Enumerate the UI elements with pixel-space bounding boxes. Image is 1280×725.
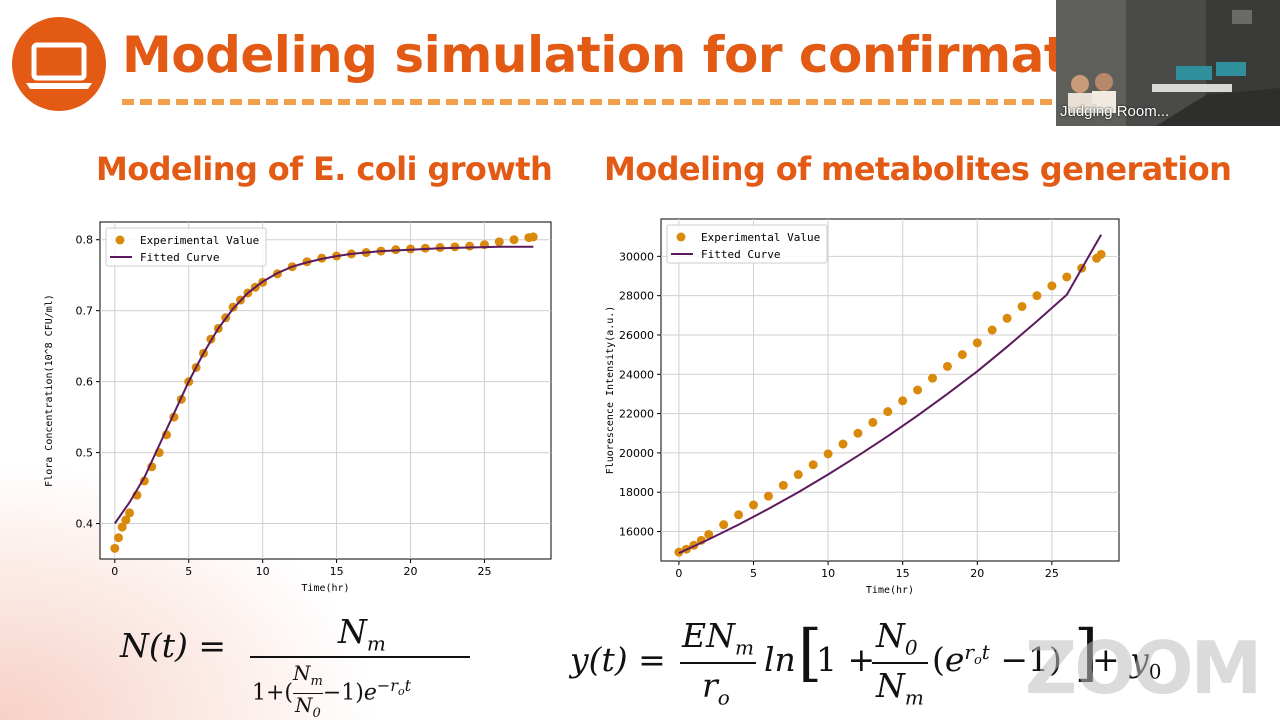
data-point [987,325,997,335]
data-point [898,396,908,406]
legend-marker [115,235,125,245]
data-point [1062,272,1072,282]
metabolite-equation: y(t) = ENm ro ln [ 1 + N0 Nm (erot −1) ]… [570,616,1162,710]
growth-equation: N(t) = Nm 1+(Nm N0 −1)e−rot [120,612,480,721]
fitted-curve-line [678,234,1102,555]
y-axis-label: Fluorescence Intensity(a.u.) [605,306,616,475]
y-tick-label: 16000 [619,526,654,539]
y-tick-label: 20000 [619,447,654,460]
data-point [972,338,982,348]
legend-marker [676,232,686,242]
y-tick-label: 0.4 [76,518,94,531]
data-point [883,407,893,417]
legend: Experimental Value Fitted Curve [105,227,267,267]
data-point [793,470,803,480]
x-tick-label: 25 [477,565,491,578]
x-tick-label: 25 [1045,567,1059,580]
legend: Experimental Value Fitted Curve [666,224,828,264]
data-point [704,529,714,539]
data-point [1047,281,1057,291]
data-point [117,522,127,532]
legend-label: Experimental Value [140,234,259,247]
slide-title: Modeling simulation for confirmati [122,26,1084,84]
data-point [121,515,131,525]
x-tick-label: 5 [185,565,192,578]
x-tick-label: 5 [750,567,757,580]
data-point [1002,313,1012,323]
data-point [509,235,519,245]
x-axis-label: Time(hr) [301,583,349,594]
data-point [838,439,848,449]
laptop-icon [12,17,106,111]
video-feed-image [1056,0,1280,126]
data-point [913,385,923,395]
y-tick-label: 24000 [619,368,654,381]
fitted-curve-line [113,245,534,525]
y-tick-label: 26000 [619,329,654,342]
data-point [823,449,833,459]
y-tick-label: 22000 [619,408,654,421]
plot-area [99,221,552,560]
left-subtitle: Modeling of E. coli growth [96,150,553,188]
y-tick-label: 0.8 [76,234,94,247]
legend-box [666,224,828,264]
data-point [808,460,818,470]
right-subtitle: Modeling of metabolites generation [604,150,1232,188]
x-tick-label: 15 [896,567,910,580]
y-tick-label: 0.6 [76,376,94,389]
x-tick-label: 15 [330,565,344,578]
data-point [778,480,788,490]
y-tick-label: 0.5 [76,447,94,460]
plot-area [660,218,1120,562]
y-tick-label: 18000 [619,486,654,499]
x-tick-label: 20 [404,565,418,578]
data-point [125,508,135,518]
participant-video[interactable]: Judging Room... [1056,0,1280,126]
data-point [748,500,758,510]
legend-label: Experimental Value [701,231,820,244]
x-tick-label: 10 [821,567,835,580]
title-underline [122,99,1052,105]
data-point [450,242,460,252]
data-point [942,361,952,371]
y-tick-label: 28000 [619,290,654,303]
data-point [528,232,538,242]
data-point [465,241,475,251]
x-axis-label: Time(hr) [866,585,914,596]
x-tick-label: 0 [675,567,682,580]
data-point [868,417,878,427]
data-point [1032,291,1042,301]
video-label: Judging Room... [1060,103,1170,120]
y-axis-label: Flora Concentration(10^8 CFU/ml) [44,294,55,487]
legend-box [105,227,267,267]
legend-label: Fitted Curve [701,248,780,261]
data-point [957,350,967,360]
data-point [113,533,123,543]
data-point [1017,301,1027,311]
metabolite-chart: 0 5 10 15 20 25 16000 18000 20000 22000 24000 26000… [605,218,1120,596]
ecoli-growth-chart: 0 5 10 15 20 25 0.4 0.5 0.6 0.7 0.8 Time(hr) Flora C… [44,221,552,594]
legend-label: Fitted Curve [140,251,219,264]
x-tick-label: 20 [970,567,984,580]
y-tick-label: 30000 [619,250,654,263]
x-tick-label: 10 [256,565,270,578]
data-point [1096,249,1106,259]
data-point [853,428,863,438]
data-point [734,510,744,520]
data-point [763,491,773,501]
data-point [494,237,504,247]
data-point [110,543,120,553]
zoom-watermark: ZOOM [1025,626,1262,710]
data-point [139,476,149,486]
data-point [928,373,938,383]
y-tick-label: 0.7 [76,305,94,318]
x-tick-label: 0 [111,565,118,578]
data-point [719,520,729,530]
